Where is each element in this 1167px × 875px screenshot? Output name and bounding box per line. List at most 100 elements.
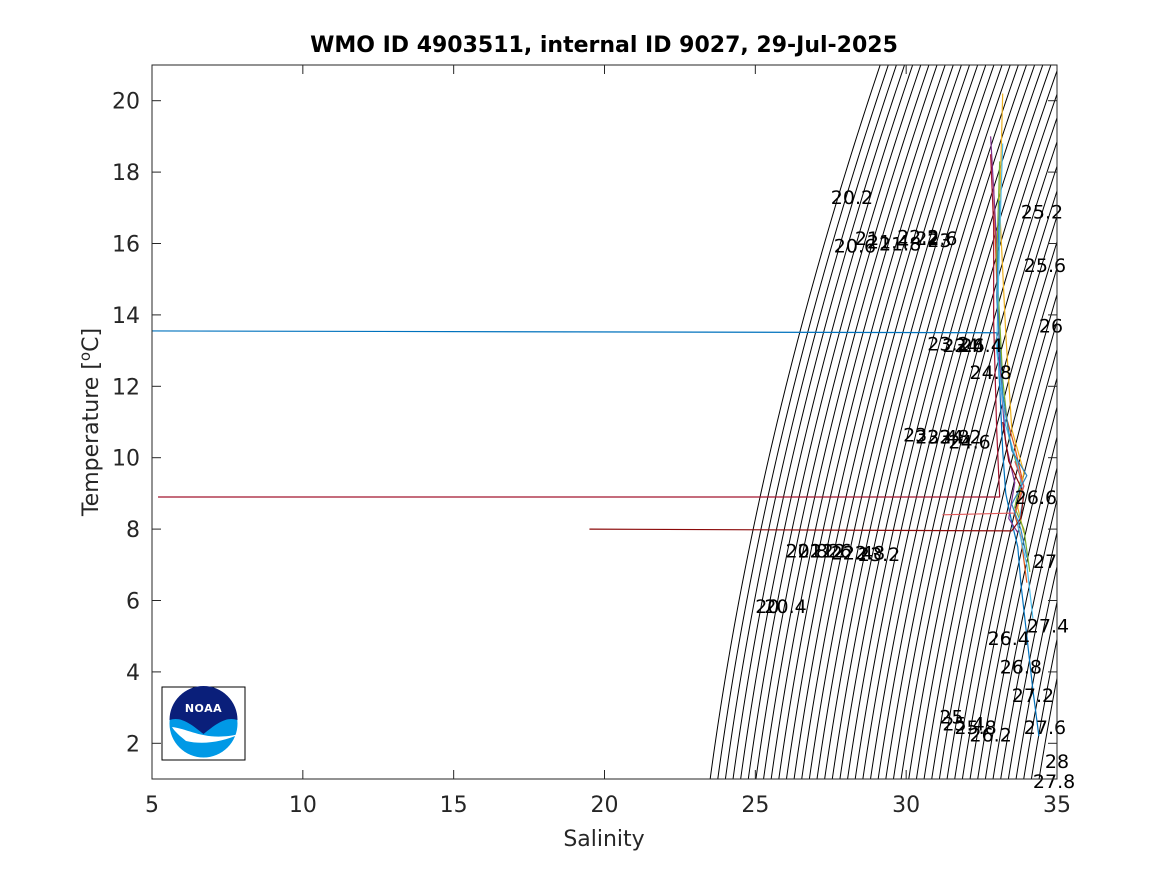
y-axis-label-tail: C] (79, 328, 104, 352)
contour-label: 20.4 (764, 596, 806, 618)
noaa-logo-wave (172, 727, 240, 743)
density-contour-line (847, 65, 1027, 779)
density-contour-line (969, 376, 1057, 779)
contour-label: 27.6 (1024, 717, 1066, 739)
density-contour-line (1000, 497, 1057, 779)
contour-label: 27.4 (1027, 616, 1069, 638)
contour-label: 22 (822, 541, 846, 563)
contour-label: 27.2 (1012, 685, 1054, 707)
density-contour-line (915, 189, 1057, 779)
noaa-logo-lettering: NOAA (185, 702, 222, 715)
density-contour-line (808, 65, 987, 779)
contour-label: 23.4 (915, 426, 957, 448)
density-contour-line (870, 65, 1052, 779)
density-contour-line (801, 65, 979, 779)
y-tick-label: 18 (112, 161, 140, 186)
density-contour-line (885, 92, 1057, 779)
density-contour-line (954, 320, 1057, 779)
contour-label: 23.6 (942, 335, 984, 357)
density-contour-line (946, 292, 1057, 779)
noaa-logo-top (169, 686, 238, 734)
contour-label: 25.4 (942, 714, 984, 736)
density-contour-line (1015, 564, 1057, 779)
density-contour-line (923, 214, 1057, 779)
density-contour-line (747, 65, 922, 779)
y-tick-label: 12 (112, 375, 140, 400)
x-tick-label: 5 (145, 793, 159, 818)
x-tick-label: 35 (1043, 793, 1071, 818)
contour-label: 21 (855, 228, 879, 250)
density-contour-line (816, 65, 995, 779)
noaa-logo: NOAA (161, 686, 246, 761)
density-contour-line (938, 266, 1057, 779)
density-contour-line (740, 65, 914, 779)
density-contour-line (1007, 530, 1057, 779)
density-contour-line (977, 405, 1057, 779)
density-contour-line (854, 65, 1036, 779)
y-tick-label: 2 (126, 732, 140, 757)
contour-label: 24.4 (961, 335, 1003, 357)
density-contour-line (892, 116, 1057, 779)
profile-line-8 (589, 421, 1025, 532)
contour-label: 26 (1039, 316, 1063, 338)
contour-label: 23 (927, 230, 951, 252)
x-axis-label: Salinity (563, 827, 644, 852)
contour-label: 21.4 (867, 232, 909, 254)
y-tick-label: 14 (112, 304, 140, 329)
density-contour-line (992, 465, 1057, 779)
density-contour-line (732, 65, 906, 779)
x-tick-label: 25 (741, 793, 769, 818)
profile-series (152, 93, 1040, 737)
contour-label: 22.6 (915, 228, 957, 250)
profile-line-7 (158, 154, 1001, 498)
density-contour-line (877, 69, 1057, 779)
density-contour-line (770, 65, 946, 779)
profile-line-6 (996, 143, 1034, 619)
contour-label: 25.2 (1021, 201, 1063, 223)
contour-labels: 20.220.62121.421.822.222.62325.225.62623… (755, 187, 1075, 793)
y-axis-label: Temperature [oC] (76, 328, 104, 517)
contour-label: 26.6 (1015, 487, 1057, 509)
contour-label: 21.6 (810, 541, 852, 563)
contour-label: 21.2 (798, 541, 840, 563)
contour-label: 24.2 (939, 426, 981, 448)
y-tick-label: 20 (112, 90, 140, 115)
density-contours (709, 65, 1057, 779)
contour-label: 21.8 (879, 234, 921, 256)
contour-label: 27.8 (1033, 771, 1075, 793)
density-contour-line (709, 65, 881, 779)
contour-label: 22.8 (843, 542, 885, 564)
contour-label: 27 (1033, 551, 1057, 573)
contour-label: 23.2 (927, 334, 969, 356)
contour-label: 26.8 (1000, 657, 1042, 679)
y-tick-label: 4 (126, 661, 140, 686)
density-contour-line (755, 65, 930, 779)
density-contour-line (785, 65, 962, 779)
y-axis-label-base: Temperature [ (79, 361, 104, 517)
contour-label: 25.6 (1024, 255, 1066, 277)
contour-label: 24 (954, 335, 978, 357)
contour-label: 26.4 (988, 628, 1030, 650)
y-axis-label-superscript: o (76, 352, 94, 361)
contour-label: 23 (903, 425, 927, 447)
density-contour-line (900, 140, 1057, 779)
contour-label: 26.2 (970, 724, 1012, 746)
density-contour-line (839, 65, 1019, 779)
contour-label: 25 (939, 707, 963, 729)
contour-label: 22.2 (897, 226, 939, 248)
density-contour-line (961, 347, 1057, 779)
contour-label: 24.8 (970, 362, 1012, 384)
y-tick-label: 10 (112, 447, 140, 472)
profile-line-10 (996, 200, 1028, 558)
x-axis: 5 10 15 20 25 30 35 (145, 65, 1071, 818)
profile-line-9 (942, 461, 1025, 516)
chart-title: WMO ID 4903511, internal ID 9027, 29-Jul… (310, 33, 898, 58)
contour-label: 20.2 (831, 187, 873, 209)
density-contour-line (793, 65, 971, 779)
plot-area (152, 65, 1057, 779)
density-contour-line (724, 65, 897, 779)
contour-label: 20.8 (786, 541, 828, 563)
contour-label: 25.8 (954, 717, 996, 739)
